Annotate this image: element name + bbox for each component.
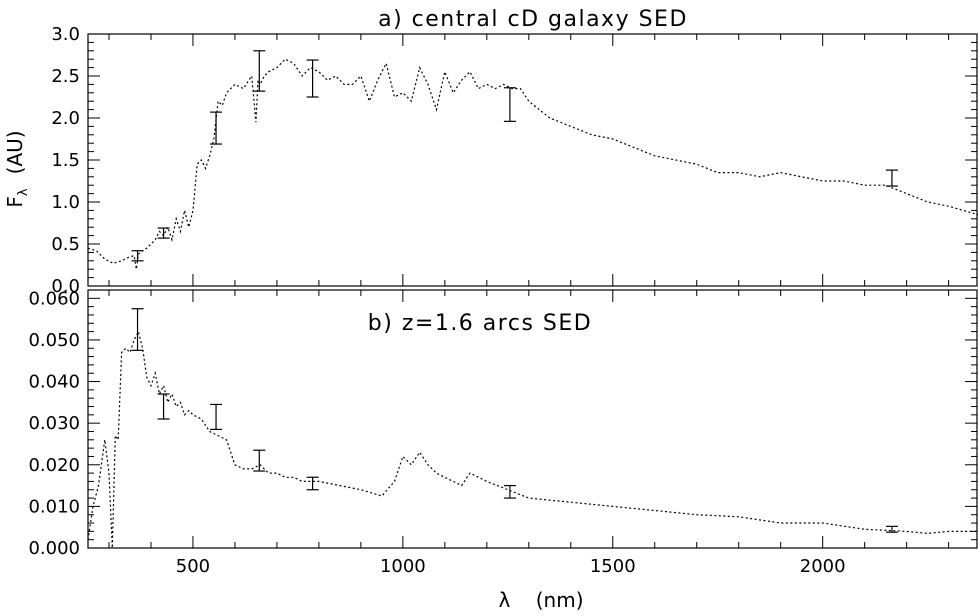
panel-a-title: a) central cD galaxy SED bbox=[378, 7, 688, 32]
panel-a-ylabel-unit: (AU) bbox=[3, 130, 27, 174]
panel-b-xlabel: λ (nm) bbox=[498, 588, 583, 612]
panel-b-errorbar bbox=[253, 449, 266, 472]
panel-a-errorbar bbox=[131, 250, 144, 262]
panel-a-ytick-label: 0.0 bbox=[51, 276, 80, 297]
panel-b-frame bbox=[87, 289, 978, 549]
panel-a-ylabel: Fλ (AU) bbox=[3, 130, 31, 207]
panel-a-errorbar bbox=[885, 169, 898, 187]
panel-b-ytick-label: 0.010 bbox=[28, 496, 80, 517]
panel-a-ytick-label: 2.0 bbox=[51, 108, 80, 129]
panel-a-errorbar bbox=[210, 111, 223, 145]
panel-b-ytick-label: 0.050 bbox=[28, 330, 80, 351]
panel-b: b) z=1.6 arcs SED λ (nm) 0.000 0.010 0.020… bbox=[28, 288, 978, 612]
panel-b-xtick-label: 1000 bbox=[380, 556, 426, 577]
panel-b-errorbar bbox=[885, 525, 898, 533]
panel-b-xtick-label: 1500 bbox=[590, 556, 636, 577]
panel-b-errorbar bbox=[131, 308, 144, 351]
panel-a-errorbar bbox=[157, 227, 170, 239]
panel-a-sed-line bbox=[87, 58, 978, 270]
panel-a-ytick-label: 1.0 bbox=[51, 192, 80, 213]
panel-a-ylabel-sub: λ bbox=[16, 188, 31, 196]
panel-b-errorbar bbox=[157, 393, 170, 420]
panel-b-xtick-label: 500 bbox=[176, 556, 210, 577]
panel-b-errorbar bbox=[503, 484, 516, 499]
panel-a-frame bbox=[87, 33, 978, 287]
panel-b-ytick-label: 0.000 bbox=[28, 538, 80, 559]
panel-b-sed-line bbox=[87, 329, 978, 549]
panel-a: a) central cD galaxy SED Fλ (AU) 0.0 0.5 1.… bbox=[3, 7, 978, 297]
panel-b-title: b) z=1.6 arcs SED bbox=[368, 311, 592, 336]
panel-b-ytick-label: 0.030 bbox=[28, 413, 80, 434]
panel-b-errorbar bbox=[306, 476, 319, 491]
panel-a-ytick-label: 0.5 bbox=[51, 234, 80, 255]
panel-a-ytick-label: 3.0 bbox=[51, 24, 80, 45]
panel-b-errorbar bbox=[210, 403, 223, 431]
panel-a-ytick-label: 1.5 bbox=[51, 150, 80, 171]
panel-b-xtick-label: 2000 bbox=[800, 556, 846, 577]
panel-b-ytick-label: 0.040 bbox=[28, 372, 80, 393]
panel-b-ytick-label: 0.020 bbox=[28, 455, 80, 476]
panel-a-ytick-label: 2.5 bbox=[51, 66, 80, 87]
panel-a-errorbar bbox=[503, 87, 516, 122]
panel-a-errorbar bbox=[306, 59, 319, 98]
panel-a-ylabel-main: F bbox=[3, 196, 27, 208]
panel-a-errorbar bbox=[253, 50, 266, 92]
panel-b-ytick-label: 0.060 bbox=[28, 288, 80, 309]
